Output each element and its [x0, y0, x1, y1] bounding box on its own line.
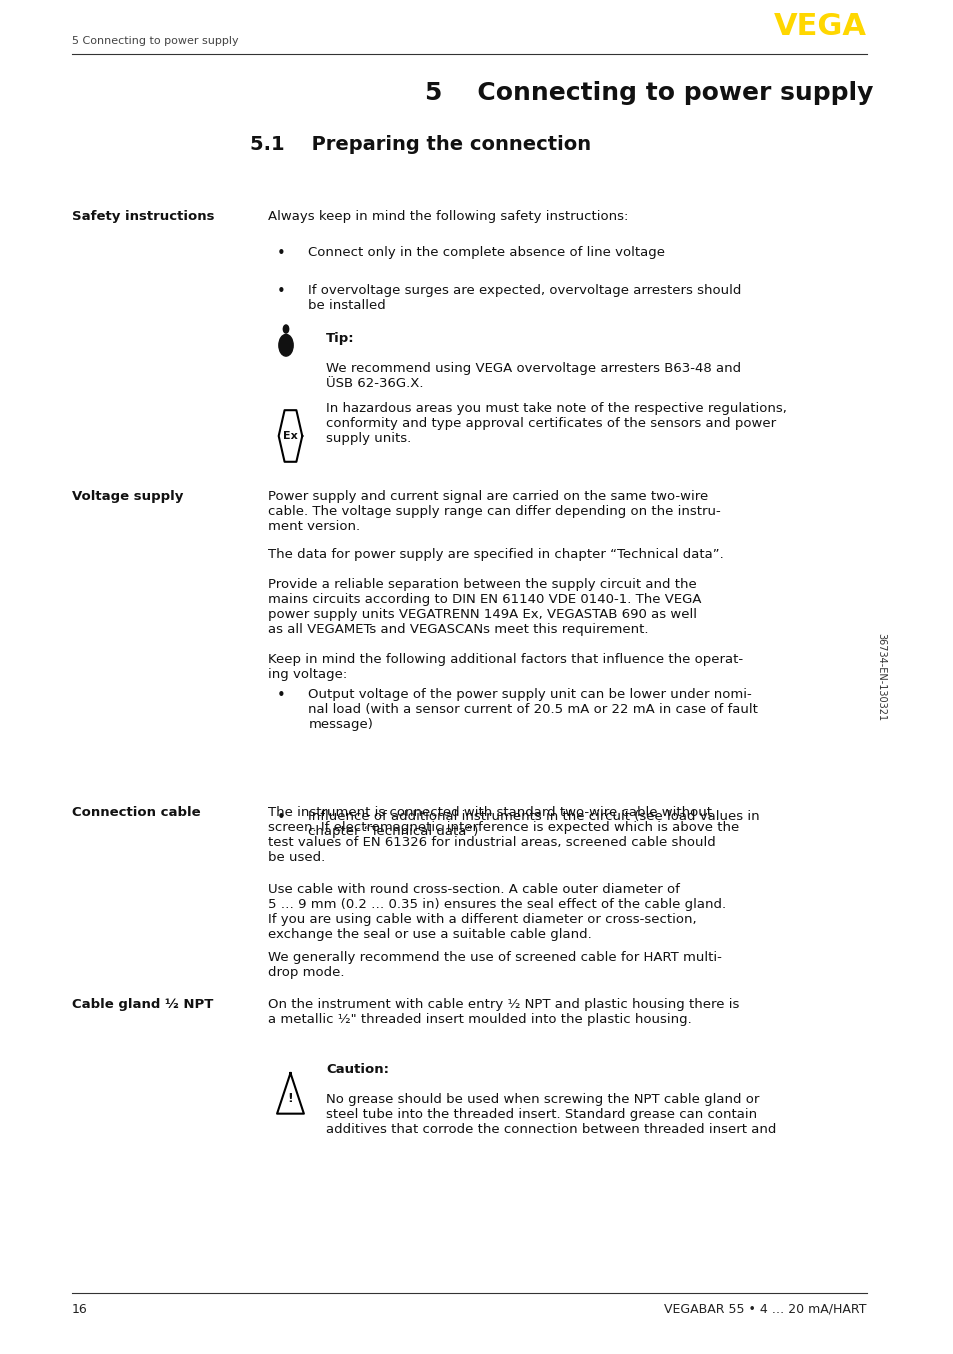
- Text: Power supply and current signal are carried on the same two-wire
cable. The volt: Power supply and current signal are carr…: [268, 490, 720, 533]
- Text: On the instrument with cable entry ½ NPT and plastic housing there is
a metallic: On the instrument with cable entry ½ NPT…: [268, 998, 739, 1026]
- Text: •: •: [276, 284, 286, 299]
- Text: •: •: [276, 688, 286, 703]
- Text: We recommend using VEGA overvoltage arresters B63-48 and
ÜSB 62-36G.X.: We recommend using VEGA overvoltage arre…: [326, 362, 740, 390]
- Text: Ex: Ex: [283, 431, 297, 441]
- Text: 16: 16: [71, 1303, 87, 1316]
- Text: 36734-EN-130321: 36734-EN-130321: [876, 632, 885, 722]
- Circle shape: [283, 325, 289, 333]
- Circle shape: [278, 334, 293, 356]
- Text: •: •: [276, 246, 286, 261]
- Text: Connection cable: Connection cable: [71, 806, 200, 819]
- Text: 5    Connecting to power supply: 5 Connecting to power supply: [424, 81, 872, 106]
- Text: The instrument is connected with standard two-wire cable without
screen. If elec: The instrument is connected with standar…: [268, 806, 739, 864]
- Text: The data for power supply are specified in chapter “Technical data”.: The data for power supply are specified …: [268, 548, 723, 562]
- Text: •: •: [276, 810, 286, 825]
- Text: Tip:: Tip:: [326, 332, 355, 345]
- Text: In hazardous areas you must take note of the respective regulations,
conformity : In hazardous areas you must take note of…: [326, 402, 786, 445]
- Text: Always keep in mind the following safety instructions:: Always keep in mind the following safety…: [268, 210, 628, 223]
- Text: Influence of additional instruments in the circuit (see load values in
chapter “: Influence of additional instruments in t…: [308, 810, 760, 838]
- Text: No grease should be used when screwing the NPT cable gland or
steel tube into th: No grease should be used when screwing t…: [326, 1093, 776, 1136]
- Text: 5 Connecting to power supply: 5 Connecting to power supply: [71, 37, 238, 46]
- Text: Safety instructions: Safety instructions: [71, 210, 213, 223]
- Text: Use cable with round cross-section. A cable outer diameter of
5 … 9 mm (0.2 … 0.: Use cable with round cross-section. A ca…: [268, 883, 725, 941]
- Text: Cable gland ½ NPT: Cable gland ½ NPT: [71, 998, 213, 1011]
- Text: VEGABAR 55 • 4 … 20 mA/HART: VEGABAR 55 • 4 … 20 mA/HART: [664, 1303, 866, 1316]
- Text: Voltage supply: Voltage supply: [71, 490, 183, 504]
- Text: Caution:: Caution:: [326, 1063, 389, 1076]
- Text: Keep in mind the following additional factors that influence the operat-
ing vol: Keep in mind the following additional fa…: [268, 653, 742, 681]
- Text: VEGA: VEGA: [773, 12, 866, 41]
- Text: If overvoltage surges are expected, overvoltage arresters should
be installed: If overvoltage surges are expected, over…: [308, 284, 740, 313]
- Text: Output voltage of the power supply unit can be lower under nomi-
nal load (with : Output voltage of the power supply unit …: [308, 688, 758, 731]
- Text: Provide a reliable separation between the supply circuit and the
mains circuits : Provide a reliable separation between th…: [268, 578, 700, 636]
- Text: We generally recommend the use of screened cable for HART multi-
drop mode.: We generally recommend the use of screen…: [268, 951, 721, 979]
- Text: Connect only in the complete absence of line voltage: Connect only in the complete absence of …: [308, 246, 664, 260]
- Text: !: !: [287, 1091, 293, 1105]
- Text: 5.1    Preparing the connection: 5.1 Preparing the connection: [250, 135, 591, 154]
